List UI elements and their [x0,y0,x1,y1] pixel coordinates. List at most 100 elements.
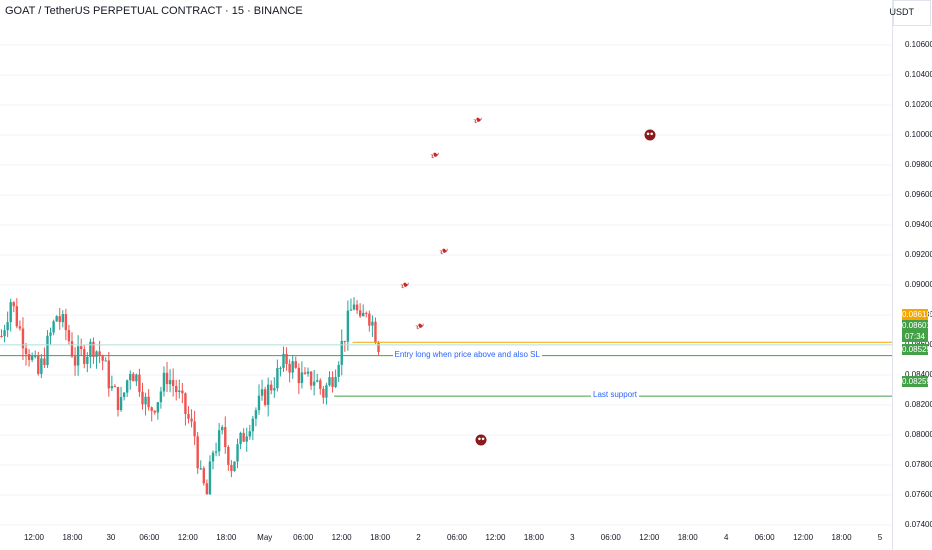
candle-body [92,341,95,357]
candle-body [211,452,215,462]
candle-body [242,432,245,442]
candle-body [153,410,156,413]
candle-body [132,373,135,382]
candle-body [288,363,291,373]
candle-body [276,368,279,389]
candle-body [21,328,25,349]
candle-body [254,410,258,419]
candle-body [67,330,71,342]
y-tick-label: 0.08200 [905,400,932,409]
candle-body [113,386,117,388]
candle-body [190,418,193,422]
candle-body [352,304,356,310]
candle-body [358,310,362,317]
candle-body [362,312,365,317]
candle-body [0,336,3,337]
candle-body [110,386,114,389]
y-tick-label: 0.09600 [905,190,932,199]
candle-body [141,391,144,405]
x-tick-label: 06:00 [600,533,621,542]
candle-body [334,376,337,387]
x-tick-label: 12:00 [177,533,198,542]
candle-body [377,342,380,353]
candle-body [107,360,110,389]
candle-body [368,313,371,326]
candle-body [165,372,169,385]
candle-body [273,388,276,391]
candle-body [187,413,190,419]
candle-body [64,314,68,331]
candle-body [27,354,31,360]
candle-body [294,361,297,368]
candle-body [122,392,126,398]
line-label[interactable]: Entry long when price above and also SL [392,349,542,359]
x-tick-label: 2 [416,533,421,542]
candle-body [135,374,138,382]
candle-body [340,340,343,365]
ghost-icon[interactable]: ●● [475,434,487,445]
candle-body [300,372,304,384]
candle-body [162,372,166,392]
candle-body [328,377,331,386]
x-tick-label: 06:00 [293,533,314,542]
candle-body [98,351,101,357]
y-tick-label: 0.10600 [905,40,932,49]
candle-body [374,321,377,343]
candle-body [83,349,86,364]
candle-body [61,314,65,323]
currency-button[interactable] [893,0,931,26]
candle-body [306,371,310,374]
candle-body [224,427,227,447]
candle-body [230,464,233,471]
candle-body [159,391,163,403]
x-tick-label: 3 [570,533,575,542]
candle-body [58,316,61,323]
candle-body [270,384,273,391]
candle-body [217,430,221,452]
candle-body [37,355,40,374]
y-tick-label: 0.07400 [905,520,932,529]
candle-body [303,372,307,374]
x-tick-label: 18:00 [216,533,237,542]
candle-body [138,374,141,392]
price-tag: 0.08259 [902,376,931,387]
chart-title: GOAT / TetherUS PERPETUAL CONTRACT · 15 … [5,5,303,17]
candle-body [147,396,150,408]
y-tick-label: 0.10200 [905,100,932,109]
x-tick-label: 18:00 [677,533,698,542]
price-chart[interactable] [0,0,892,550]
ghost-icon[interactable]: ●● [644,129,656,141]
candle-body [221,427,224,431]
candle-body [193,421,196,437]
y-tick-label: 0.10400 [905,70,932,79]
candle-body [349,309,353,311]
candle-body [119,397,123,411]
candle-body [6,322,9,331]
candle-body [282,353,285,368]
candle-body [86,356,89,364]
line-label[interactable]: Last support [591,390,640,400]
x-tick-label: 18:00 [62,533,83,542]
candle-body [355,304,359,311]
candle-body [248,431,251,437]
x-tick-label: 18:00 [831,533,852,542]
candle-body [156,402,160,413]
candle-body [79,346,83,350]
candle-body [52,321,55,333]
y-tick-label: 0.09400 [905,220,932,229]
candle-body [73,356,77,366]
candle-body [266,384,270,405]
candle-body [227,446,230,465]
candle-body [9,302,12,323]
candle-body [331,377,334,387]
x-tick-label: May [257,533,273,542]
candle-body [309,371,313,386]
x-tick-label: 30 [106,533,116,542]
candle-body [236,444,239,462]
candle-body [116,387,120,411]
x-tick-label: 18:00 [370,533,391,542]
x-tick-label: 4 [723,533,729,542]
x-tick-label: 12:00 [485,533,506,542]
candle-body [279,367,282,369]
candle-body [101,356,104,361]
